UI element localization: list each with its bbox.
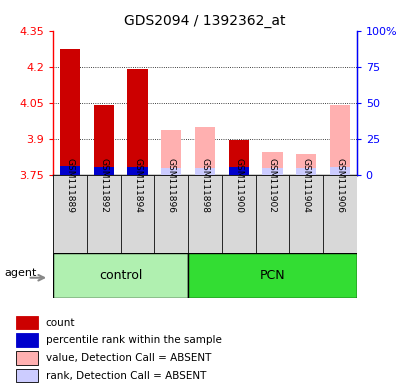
Bar: [194, 127, 215, 175]
Text: GSM111894: GSM111894: [133, 157, 142, 212]
Bar: [60, 166, 80, 175]
Text: GSM111900: GSM111900: [234, 157, 243, 212]
Bar: [295, 168, 315, 175]
Text: GSM111898: GSM111898: [200, 157, 209, 212]
Bar: [94, 105, 114, 175]
Bar: [16, 316, 38, 329]
Bar: [221, 175, 255, 253]
Bar: [255, 175, 289, 253]
Bar: [295, 154, 315, 175]
Bar: [94, 167, 114, 175]
Text: rank, Detection Call = ABSENT: rank, Detection Call = ABSENT: [46, 371, 206, 381]
Bar: [322, 175, 356, 253]
Text: GSM111906: GSM111906: [335, 157, 344, 212]
Text: percentile rank within the sample: percentile rank within the sample: [46, 335, 221, 345]
Bar: [262, 152, 282, 175]
Title: GDS2094 / 1392362_at: GDS2094 / 1392362_at: [124, 14, 285, 28]
Text: control: control: [99, 269, 142, 282]
Text: GSM111896: GSM111896: [166, 157, 175, 212]
Text: GSM111892: GSM111892: [99, 157, 108, 212]
Bar: [127, 167, 147, 175]
Text: GSM111889: GSM111889: [65, 157, 74, 212]
Bar: [60, 49, 80, 175]
Text: GSM111904: GSM111904: [301, 157, 310, 212]
Bar: [228, 167, 248, 175]
Bar: [329, 167, 349, 175]
Bar: [188, 253, 356, 298]
Bar: [87, 175, 120, 253]
Bar: [194, 169, 215, 175]
Bar: [53, 175, 87, 253]
Bar: [228, 140, 248, 175]
Bar: [120, 175, 154, 253]
Bar: [262, 168, 282, 175]
Bar: [289, 175, 322, 253]
Text: count: count: [46, 318, 75, 328]
Bar: [188, 175, 221, 253]
Bar: [161, 168, 181, 175]
Bar: [329, 105, 349, 175]
Bar: [154, 175, 188, 253]
Bar: [161, 130, 181, 175]
Bar: [53, 253, 188, 298]
Bar: [127, 69, 147, 175]
Bar: [16, 369, 38, 382]
Text: PCN: PCN: [259, 269, 285, 282]
Text: agent: agent: [4, 268, 36, 278]
Bar: [16, 351, 38, 365]
Bar: [16, 333, 38, 347]
Text: value, Detection Call = ABSENT: value, Detection Call = ABSENT: [46, 353, 211, 363]
Text: GSM111902: GSM111902: [267, 157, 276, 212]
